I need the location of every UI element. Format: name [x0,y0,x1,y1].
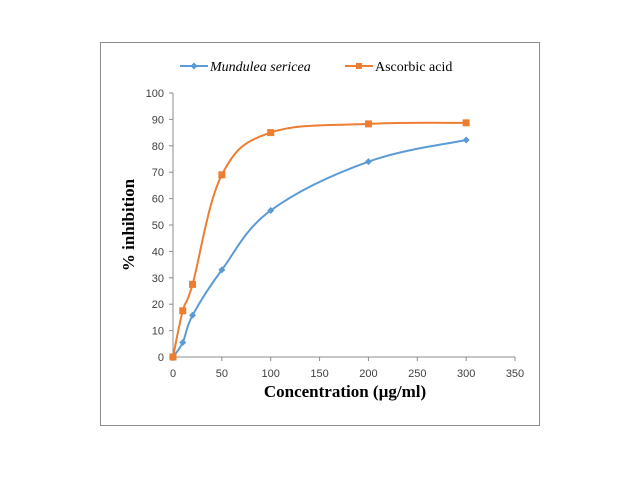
data-point-ascorbic [189,280,197,288]
data-point-ascorbic [364,120,372,128]
y-tick-label: 20 [152,299,164,311]
x-tick-label: 50 [216,368,228,380]
y-tick-label: 70 [152,167,164,179]
data-point-mundulea [189,311,197,319]
x-tick-label: 100 [262,368,280,380]
data-point-ascorbic [267,129,275,137]
legend-label-mundulea: Mundulea sericea [209,60,311,75]
legend-marker-ascorbic [356,63,362,69]
y-tick-label: 90 [152,114,164,126]
data-point-ascorbic [462,119,470,127]
x-tick-label: 300 [457,368,475,380]
data-point-mundulea [218,266,226,274]
data-point-mundulea [462,136,470,144]
data-point-ascorbic [179,307,187,315]
x-tick-label: 0 [170,368,176,380]
x-tick-label: 200 [359,368,377,380]
series-layer [169,119,470,361]
y-tick-label: 10 [152,326,164,338]
data-point-mundulea [267,206,275,214]
legend-label-ascorbic: Ascorbic acid [375,60,452,75]
y-axis-title: % inhibition [119,178,138,271]
y-tick-label: 100 [146,88,164,100]
y-tick-label: 80 [152,141,164,153]
series-line-mundulea [172,139,467,358]
axes [169,92,516,361]
legend-marker-mundulea [190,62,198,70]
data-point-ascorbic [169,353,177,361]
x-axis-title: Concentration (µg/ml) [264,382,426,401]
y-tick-label: 30 [152,273,164,285]
x-tick-label: 150 [310,368,328,380]
y-tick-labels: 0 10 20 30 40 50 60 70 80 90 100 [146,88,164,364]
data-point-mundulea [364,158,372,166]
y-tick-label: 60 [152,194,164,206]
series-line-ascorbic [172,121,467,358]
y-tick-label: 40 [152,246,164,258]
x-tick-labels: 0 50 100 150 200 250 300 350 [170,368,524,380]
legend: Mundulea sericea Ascorbic acid [180,60,452,75]
y-tick-label: 0 [158,352,164,364]
x-tick-label: 250 [408,368,426,380]
x-tick-label: 350 [506,368,524,380]
data-point-ascorbic [218,171,226,179]
data-point-mundulea [179,338,187,346]
y-tick-label: 50 [152,220,164,232]
